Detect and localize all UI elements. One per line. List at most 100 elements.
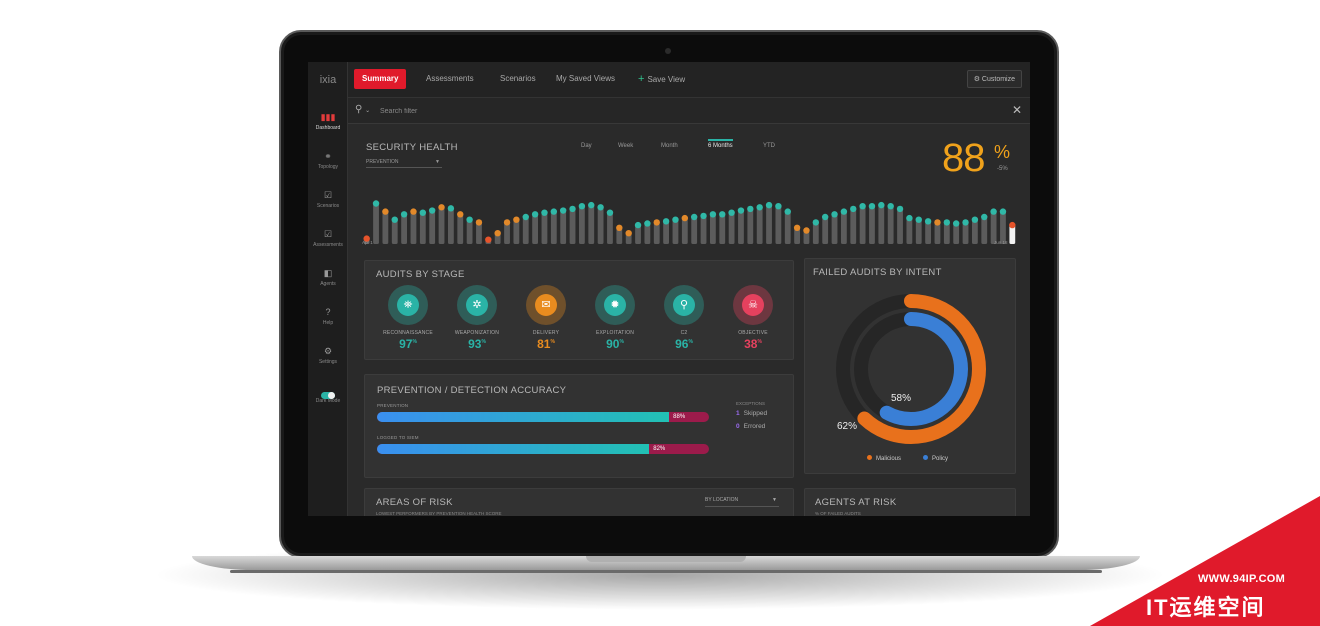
tab-summary[interactable]: Summary xyxy=(354,69,407,89)
range-tab-ytd[interactable]: YTD xyxy=(763,143,775,149)
errored-row[interactable]: 0 Errored xyxy=(736,423,765,430)
health-bar[interactable] xyxy=(869,206,875,244)
save-view-button[interactable]: + Save View xyxy=(630,69,693,89)
range-tab-month[interactable]: Month xyxy=(661,143,678,149)
health-bar[interactable] xyxy=(700,215,707,244)
sidebar-item-scenarios[interactable]: ☑ Scenarios xyxy=(308,184,348,222)
customize-button[interactable]: ⚙ Customize xyxy=(966,70,1022,88)
health-bar[interactable] xyxy=(419,212,426,244)
stage-weaponization[interactable]: ✲ WEAPONIZATION 93% xyxy=(446,285,508,351)
health-bar[interactable] xyxy=(990,211,997,244)
range-tab-6-months[interactable]: 6 Months xyxy=(708,139,733,152)
policy-arc[interactable] xyxy=(854,312,968,426)
health-bar[interactable] xyxy=(578,206,585,244)
health-bar[interactable] xyxy=(635,225,641,244)
health-bar[interactable] xyxy=(971,219,978,244)
sidebar-item-help[interactable]: ? Help xyxy=(308,301,348,339)
health-bar[interactable] xyxy=(429,210,436,244)
health-bar[interactable] xyxy=(878,205,885,244)
range-tab-week[interactable]: Week xyxy=(618,143,634,149)
health-bar[interactable] xyxy=(709,214,716,244)
health-bar[interactable] xyxy=(775,206,782,244)
health-bar[interactable] xyxy=(447,208,454,244)
health-bar[interactable] xyxy=(457,214,464,244)
stage-delivery[interactable]: ✉ DELIVERY 81% xyxy=(515,285,577,351)
health-bar[interactable] xyxy=(953,223,960,244)
sidebar-item-topology[interactable]: ⚭ Topology xyxy=(308,145,348,183)
health-bar[interactable] xyxy=(550,211,557,244)
health-bar[interactable] xyxy=(794,227,801,244)
health-bar[interactable] xyxy=(812,222,819,244)
health-bar[interactable] xyxy=(915,219,922,244)
health-bar[interactable] xyxy=(616,227,623,244)
range-tab-day[interactable]: Day xyxy=(581,143,592,149)
tab-scenarios[interactable]: Scenarios xyxy=(500,74,536,83)
health-bar[interactable] xyxy=(644,223,651,244)
health-bar[interactable] xyxy=(382,211,389,244)
skipped-row[interactable]: 1 Skipped xyxy=(736,410,767,417)
health-bar[interactable] xyxy=(588,205,595,244)
health-bar[interactable] xyxy=(607,212,613,244)
sidebar-item-dark-mode[interactable]: Dark Mode xyxy=(308,379,348,417)
health-bar[interactable] xyxy=(859,206,866,244)
health-bar[interactable] xyxy=(522,217,529,244)
sidebar-item-dashboard[interactable]: ▮▮▮ Dashboard xyxy=(308,106,348,144)
search-icon[interactable]: ⚲ ⌄ xyxy=(355,104,371,115)
stage-c2[interactable]: ⚲ C2 96% xyxy=(653,285,715,351)
health-bar[interactable] xyxy=(822,217,829,244)
close-icon[interactable]: ✕ xyxy=(1011,103,1022,117)
health-bar[interactable] xyxy=(897,208,903,244)
health-filter-select[interactable]: PREVENTION ▼ xyxy=(366,156,442,168)
health-bar[interactable] xyxy=(906,218,913,244)
risk-location-select[interactable]: BY LOCATION ▼ xyxy=(705,497,779,507)
dark-mode-toggle[interactable] xyxy=(321,392,335,399)
tab-my-saved-views[interactable]: My Saved Views xyxy=(556,74,615,83)
health-bar[interactable] xyxy=(840,211,847,244)
tab-assessments[interactable]: Assessments xyxy=(426,74,474,83)
health-bar[interactable] xyxy=(681,218,688,244)
health-bar[interactable] xyxy=(438,207,445,244)
health-bar[interactable] xyxy=(850,208,857,244)
health-bar[interactable] xyxy=(504,222,510,244)
health-bar[interactable] xyxy=(1009,225,1016,244)
health-bar[interactable] xyxy=(653,222,660,244)
health-bar[interactable] xyxy=(738,210,744,244)
sidebar-item-settings[interactable]: ⚙ Settings xyxy=(308,340,348,378)
health-bar[interactable] xyxy=(373,203,379,245)
health-bar[interactable] xyxy=(831,214,838,244)
health-bar[interactable] xyxy=(719,214,726,244)
health-bar[interactable] xyxy=(569,208,576,244)
ixia-logo[interactable]: ixia xyxy=(319,74,337,86)
health-bar[interactable] xyxy=(597,207,604,244)
health-bar[interactable] xyxy=(541,212,548,244)
health-bar[interactable] xyxy=(934,222,941,244)
health-bar[interactable] xyxy=(476,222,482,244)
health-bar[interactable] xyxy=(756,207,763,244)
health-bar[interactable] xyxy=(513,219,520,244)
search-input[interactable] xyxy=(380,104,940,118)
health-bar[interactable] xyxy=(1000,211,1006,244)
health-bar[interactable] xyxy=(981,217,988,244)
health-bar[interactable] xyxy=(532,214,539,244)
health-bar[interactable] xyxy=(784,211,791,244)
health-bar[interactable] xyxy=(728,212,735,244)
malicious-arc[interactable] xyxy=(836,294,986,444)
health-bar[interactable] xyxy=(391,219,398,244)
stage-exploitation[interactable]: ✹ EXPLOITATION 90% xyxy=(584,285,646,351)
health-bar[interactable] xyxy=(962,222,969,244)
health-bar[interactable] xyxy=(925,221,932,244)
health-bar[interactable] xyxy=(560,210,567,244)
health-bar[interactable] xyxy=(747,208,754,244)
stage-objective[interactable]: ☠ OBJECTIVE 38% xyxy=(722,285,784,351)
health-bar[interactable] xyxy=(410,211,417,244)
health-bar[interactable] xyxy=(663,221,670,244)
health-bar[interactable] xyxy=(466,219,473,244)
sidebar-item-agents[interactable]: ◧ Agents xyxy=(308,262,348,300)
health-bar[interactable] xyxy=(766,205,772,244)
health-bar[interactable] xyxy=(691,217,698,244)
health-bar[interactable] xyxy=(672,219,679,244)
sidebar-item-assessments[interactable]: ☑ Assessments xyxy=(308,223,348,261)
stage-reconnaissance[interactable]: ⛯ RECONNAISSANCE 97% xyxy=(377,285,439,351)
health-bar[interactable] xyxy=(943,222,950,244)
health-bar[interactable] xyxy=(803,230,810,245)
